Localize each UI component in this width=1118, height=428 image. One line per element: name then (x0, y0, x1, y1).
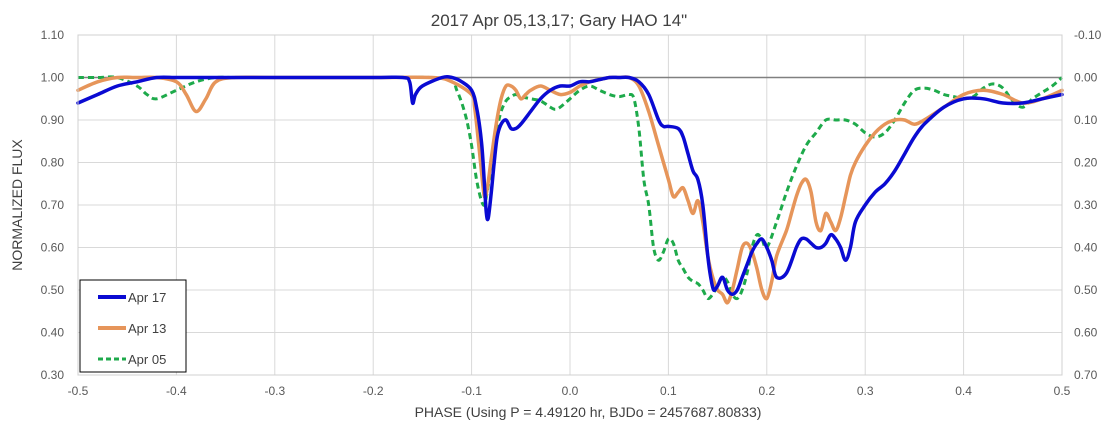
y2-tick-label: 0.70 (1074, 368, 1098, 382)
legend-label: Apr 05 (128, 352, 166, 367)
y2-axis-ticks: 0.70 0.60 0.50 0.40 0.30 0.20 0.10 0.00 -0.10 (1074, 28, 1102, 382)
x-axis-ticks: -0.5 -0.4 -0.3 -0.2 -0.1 0.0 0.1 0.2 0.3 0.4 0.5 (68, 384, 1071, 398)
y2-tick-label: 0.50 (1074, 283, 1098, 297)
legend-label: Apr 17 (128, 290, 166, 305)
y2-tick-label: 0.40 (1074, 241, 1098, 255)
x-tick-label: 0.2 (758, 384, 775, 398)
y2-tick-label: 0.30 (1074, 198, 1098, 212)
plot-border (77, 34, 1063, 376)
x-tick-label: 0.1 (660, 384, 677, 398)
series-line-apr-05 (78, 75, 1063, 301)
y2-tick-label: 0.00 (1074, 71, 1098, 85)
series-layer (76, 74, 1064, 305)
x-tick-label: 0.0 (562, 384, 579, 398)
y-tick-label: 1.10 (41, 28, 65, 42)
y-tick-label: 0.60 (41, 241, 65, 255)
chart-title: 2017 Apr 05,13,17; Gary HAO 14" (431, 11, 687, 30)
y-tick-label: 0.80 (41, 156, 65, 170)
x-tick-label: -0.1 (461, 384, 482, 398)
y-tick-label: 0.90 (41, 113, 65, 127)
y-axis-ticks: 0.30 0.40 0.50 0.60 0.70 0.80 0.90 1.00 1.10 (41, 28, 65, 382)
x-tick-label: -0.5 (68, 384, 89, 398)
y-axis-label: NORMALIZED FLUX (9, 139, 25, 271)
y-tick-label: 0.30 (41, 368, 65, 382)
x-tick-label: -0.3 (264, 384, 285, 398)
y-tick-label: 0.70 (41, 198, 65, 212)
x-tick-label: 0.5 (1054, 384, 1071, 398)
legend-box (79, 279, 187, 373)
x-tick-label: -0.4 (166, 384, 187, 398)
x-tick-label: 0.3 (857, 384, 874, 398)
x-tick-label: -0.2 (363, 384, 384, 398)
legend: Apr 17 Apr 13 Apr 05 (79, 279, 187, 373)
legend-label: Apr 13 (128, 321, 166, 336)
y-tick-label: 0.40 (41, 326, 65, 340)
y-tick-label: 1.00 (41, 71, 65, 85)
y2-tick-label: -0.10 (1074, 28, 1102, 42)
y-tick-label: 0.50 (41, 283, 65, 297)
y2-tick-label: 0.60 (1074, 326, 1098, 340)
x-axis-label: PHASE (Using P = 4.49120 hr, BJDo = 2457… (415, 404, 762, 420)
y2-tick-label: 0.10 (1074, 113, 1098, 127)
series-line-apr-17 (76, 74, 1064, 297)
x-tick-label: 0.4 (955, 384, 972, 398)
y2-tick-label: 0.20 (1074, 156, 1098, 170)
